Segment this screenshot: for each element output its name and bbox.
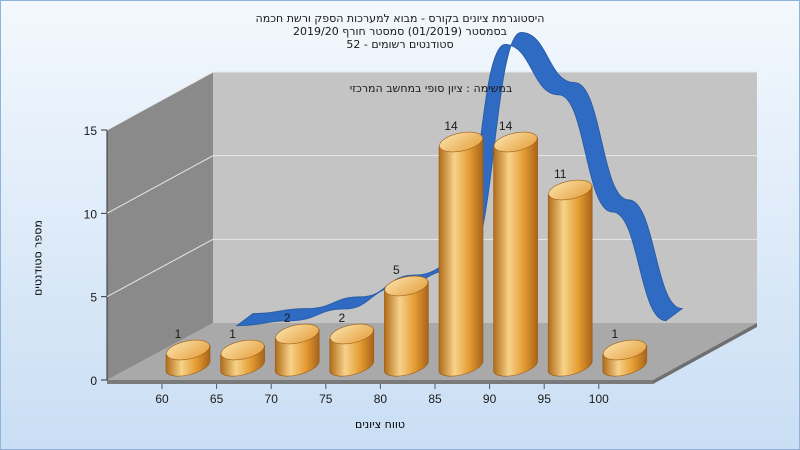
x-tick-label: 85 <box>428 392 442 406</box>
bar-cap <box>548 179 593 201</box>
bar-body <box>384 280 429 377</box>
bar: 2 <box>329 311 375 377</box>
bar: 1 <box>165 327 211 377</box>
side-gridline <box>106 238 214 298</box>
x-tick-label: 65 <box>210 392 224 406</box>
bar-cap <box>384 275 429 297</box>
side-wall <box>107 72 213 380</box>
x-tick-label: 80 <box>374 392 388 406</box>
x-tick-label: 100 <box>589 392 609 406</box>
y-tick-label: 15 <box>84 124 98 138</box>
floor <box>107 323 757 380</box>
bar-value-label: 1 <box>611 327 618 341</box>
y-tick-label: 0 <box>90 374 97 388</box>
bar-value-label: 11 <box>554 167 567 181</box>
bar-cap <box>329 323 374 345</box>
bar-value-label: 14 <box>444 119 458 133</box>
bar-cap <box>493 131 538 153</box>
bar-value-label: 1 <box>175 327 182 341</box>
y-axis-label: מספר סטודנטים <box>31 220 45 296</box>
bar-value-label: 1 <box>229 327 236 341</box>
x-axis-label: טווח ציונים <box>355 418 405 431</box>
y-tick-label: 5 <box>90 291 97 305</box>
bar: 14 <box>493 119 538 377</box>
bar: 11 <box>547 167 593 377</box>
bar-value-label: 5 <box>393 263 400 277</box>
bar: 2 <box>274 311 320 377</box>
floor-right-edge <box>653 323 757 384</box>
chart-annotation: במשימה : ציון סופי במחשב המרכזי <box>350 82 513 95</box>
bar-cap <box>275 323 320 345</box>
bar-cap <box>439 131 483 153</box>
bar-value-label: 2 <box>284 311 291 325</box>
bar-value-label: 14 <box>499 119 513 133</box>
bar: 5 <box>384 263 429 377</box>
bar: 1 <box>220 327 265 377</box>
chart-title-line-1: היסטוגרמת ציונים בקורס - מבוא למערכות הס… <box>255 12 545 25</box>
x-tick-label: 60 <box>155 392 169 406</box>
side-gridline <box>106 155 214 214</box>
bar-body <box>547 184 593 377</box>
bar-body <box>493 136 538 377</box>
y-tick-label: 10 <box>84 207 98 221</box>
floor-edge <box>107 380 653 384</box>
x-tick-label: 75 <box>319 392 333 406</box>
chart-title-line-3: סטודנטים רשומים - 52 <box>346 38 454 51</box>
bar-cap <box>602 339 647 361</box>
bar-cap <box>220 339 265 361</box>
bar-body <box>438 136 484 377</box>
chart-title-line-2: בסמסטר (01/2019) סמסטר חורף 2019/20 <box>293 25 507 38</box>
x-tick-label: 90 <box>483 392 497 406</box>
bar: 14 <box>438 119 484 377</box>
x-tick-label: 70 <box>265 392 279 406</box>
bar-cap <box>166 339 210 361</box>
bar-value-label: 2 <box>338 311 345 325</box>
bar: 1 <box>602 327 648 377</box>
x-tick-label: 95 <box>538 392 552 406</box>
side-gridline <box>106 71 214 131</box>
